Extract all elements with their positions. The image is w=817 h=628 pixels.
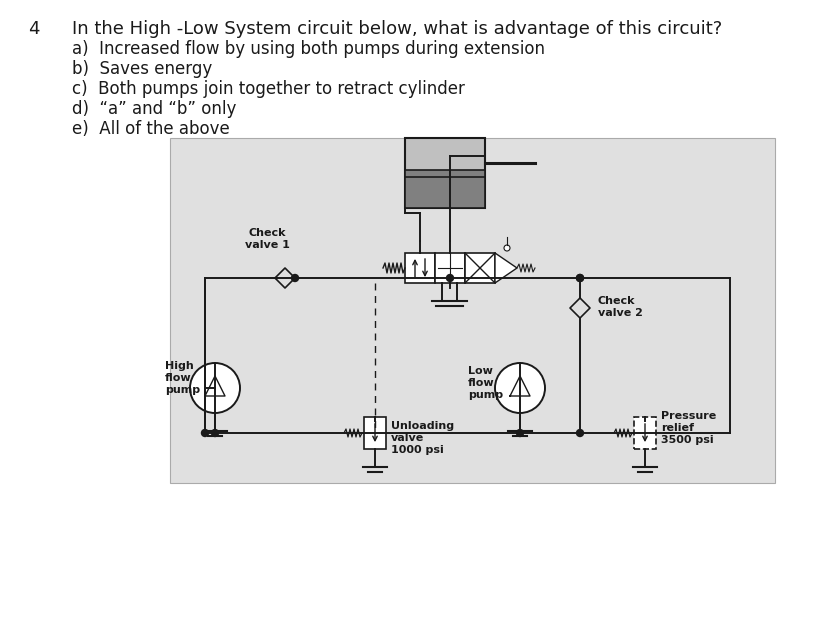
Polygon shape (495, 253, 517, 283)
Text: Low
flow
pump: Low flow pump (468, 366, 503, 399)
Text: d)  “a” and “b” only: d) “a” and “b” only (72, 100, 236, 118)
Circle shape (504, 245, 510, 251)
Text: Pressure
relief
3500 psi: Pressure relief 3500 psi (661, 411, 717, 445)
Bar (465, 253, 495, 283)
Bar (405, 253, 435, 283)
Bar (405, 138, 485, 208)
Text: Check
valve 2: Check valve 2 (598, 296, 643, 318)
Bar (634, 417, 656, 449)
Bar (405, 170, 485, 208)
Text: c)  Both pumps join together to retract cylinder: c) Both pumps join together to retract c… (72, 80, 465, 98)
Circle shape (577, 274, 583, 281)
Text: Unloading
valve
1000 psi: Unloading valve 1000 psi (391, 421, 454, 455)
Text: Check
valve 1: Check valve 1 (244, 229, 289, 250)
Circle shape (447, 274, 453, 281)
Text: 4: 4 (28, 20, 39, 38)
Circle shape (495, 363, 545, 413)
Text: e)  All of the above: e) All of the above (72, 120, 230, 138)
Text: In the High -Low System circuit below, what is advantage of this circuit?: In the High -Low System circuit below, w… (72, 20, 722, 38)
Circle shape (516, 430, 524, 436)
Bar (364, 417, 386, 449)
Text: High
flow
pump: High flow pump (165, 361, 200, 394)
Circle shape (292, 274, 298, 281)
Circle shape (190, 363, 240, 413)
Text: a)  Increased flow by using both pumps during extension: a) Increased flow by using both pumps du… (72, 40, 545, 58)
Circle shape (577, 430, 583, 436)
Text: b)  Saves energy: b) Saves energy (72, 60, 212, 78)
Circle shape (202, 430, 208, 436)
Bar (435, 253, 465, 283)
Circle shape (577, 274, 583, 281)
Circle shape (212, 430, 218, 436)
Bar (170, 138, 775, 483)
